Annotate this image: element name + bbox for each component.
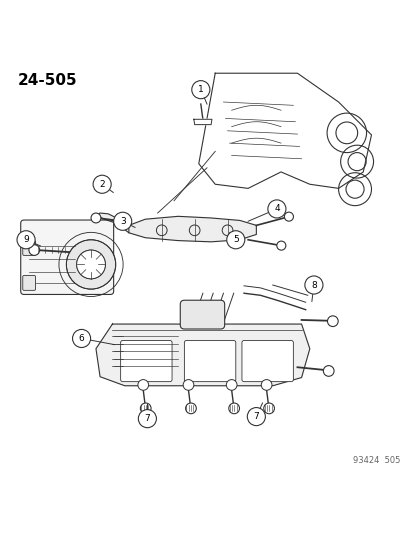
Circle shape [138, 379, 148, 390]
Circle shape [114, 212, 131, 230]
Circle shape [91, 213, 101, 223]
Circle shape [140, 403, 151, 414]
Circle shape [76, 250, 105, 279]
Circle shape [17, 231, 35, 249]
Text: 6: 6 [78, 334, 84, 343]
FancyBboxPatch shape [184, 341, 235, 382]
Circle shape [276, 241, 285, 250]
Text: 3: 3 [119, 217, 125, 226]
Text: 93424  505: 93424 505 [352, 456, 399, 465]
Text: 24-505: 24-505 [18, 73, 77, 88]
Circle shape [228, 403, 239, 414]
Text: 2: 2 [99, 180, 105, 189]
Polygon shape [193, 119, 211, 125]
Text: 9: 9 [23, 235, 29, 244]
FancyBboxPatch shape [23, 240, 36, 255]
Polygon shape [198, 73, 370, 188]
FancyBboxPatch shape [180, 300, 224, 329]
Text: 8: 8 [310, 280, 316, 289]
Circle shape [284, 212, 293, 221]
FancyBboxPatch shape [241, 341, 293, 382]
Text: 5: 5 [233, 235, 238, 244]
Polygon shape [128, 216, 256, 242]
Circle shape [247, 408, 265, 426]
FancyBboxPatch shape [21, 220, 114, 294]
Polygon shape [96, 324, 309, 386]
Circle shape [267, 200, 285, 218]
Text: 7: 7 [253, 412, 259, 421]
Circle shape [191, 80, 209, 99]
Text: 7: 7 [144, 414, 150, 423]
FancyBboxPatch shape [120, 341, 172, 382]
Circle shape [226, 231, 244, 249]
Circle shape [183, 379, 193, 390]
Circle shape [226, 379, 237, 390]
Circle shape [93, 175, 111, 193]
Circle shape [29, 245, 40, 255]
Text: 1: 1 [197, 85, 203, 94]
Circle shape [304, 276, 322, 294]
Circle shape [66, 240, 115, 289]
Polygon shape [96, 213, 128, 233]
Circle shape [263, 403, 274, 414]
Circle shape [327, 316, 337, 327]
Circle shape [185, 403, 196, 414]
FancyBboxPatch shape [23, 276, 36, 290]
Circle shape [138, 409, 156, 427]
Circle shape [323, 366, 333, 376]
Circle shape [72, 329, 90, 348]
Circle shape [261, 379, 271, 390]
Text: 4: 4 [273, 205, 279, 213]
